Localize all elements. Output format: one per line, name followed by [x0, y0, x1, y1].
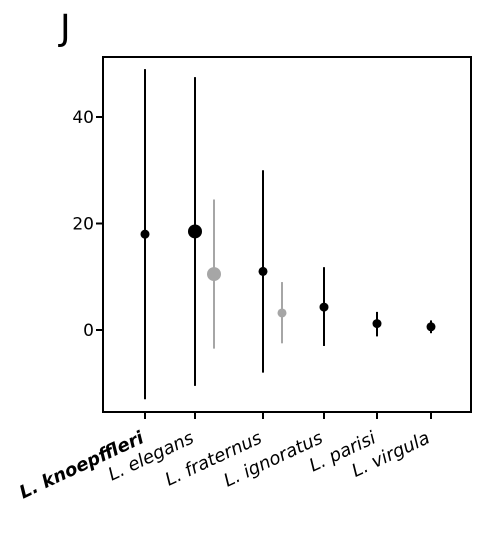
y-tick-label-0: 0 [83, 321, 94, 341]
point-l-parisi [372, 319, 382, 329]
point-l-virgula [426, 322, 436, 332]
plot-frame [102, 56, 472, 413]
error-bars [144, 69, 432, 400]
y-tick-label-40: 40 [72, 108, 94, 128]
panel-letter: J [58, 8, 71, 49]
point-l-elegans [188, 224, 202, 239]
point-l-fraternus [258, 266, 268, 276]
point-l-fraternus-secondary [277, 308, 287, 318]
y-tick-label-20: 20 [72, 215, 94, 235]
data-points [140, 224, 436, 332]
point-l-elegans-secondary [207, 267, 221, 282]
point-l-ignoratus [319, 302, 329, 312]
y-axis: 0 20 40 [72, 108, 103, 341]
point-l-knoepffleri [140, 229, 150, 239]
